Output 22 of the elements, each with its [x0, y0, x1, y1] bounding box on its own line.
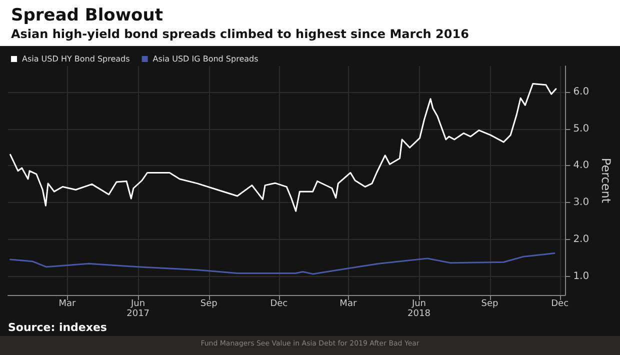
x-tick-label: Dec	[551, 299, 569, 309]
chart-title: Spread Blowout	[11, 6, 163, 26]
x-tick-label: Sep	[200, 299, 218, 309]
legend-label: Asia USD IG Bond Spreads	[152, 54, 258, 64]
source-note: Source: indexes	[8, 321, 108, 334]
y-axis-title: Percent	[599, 158, 613, 204]
y-tick-label: 1.0	[573, 271, 590, 282]
x-tick-label: Mar	[340, 299, 357, 309]
x-tick-label: Dec	[270, 299, 288, 309]
x-tick-label: Mar	[58, 299, 76, 309]
x-tick-label: Jun 2017	[126, 299, 150, 319]
x-tick-label: Jun 2018	[408, 299, 431, 319]
line-series	[10, 82, 557, 212]
x-tick-label: Sep	[481, 299, 499, 309]
legend-label: Asia USD HY Bond Spreads	[22, 54, 130, 64]
chart-subtitle: Asian high-yield bond spreads climbed to highest since March 2016	[11, 27, 469, 41]
y-tick-label: 3.0	[573, 197, 590, 208]
y-tick-label: 6.0	[573, 86, 590, 98]
line-series	[10, 252, 556, 275]
y-tick-label: 2.0	[573, 234, 590, 246]
y-tick-label: 5.0	[573, 123, 590, 134]
y-tick-label: 4.0	[573, 160, 590, 172]
